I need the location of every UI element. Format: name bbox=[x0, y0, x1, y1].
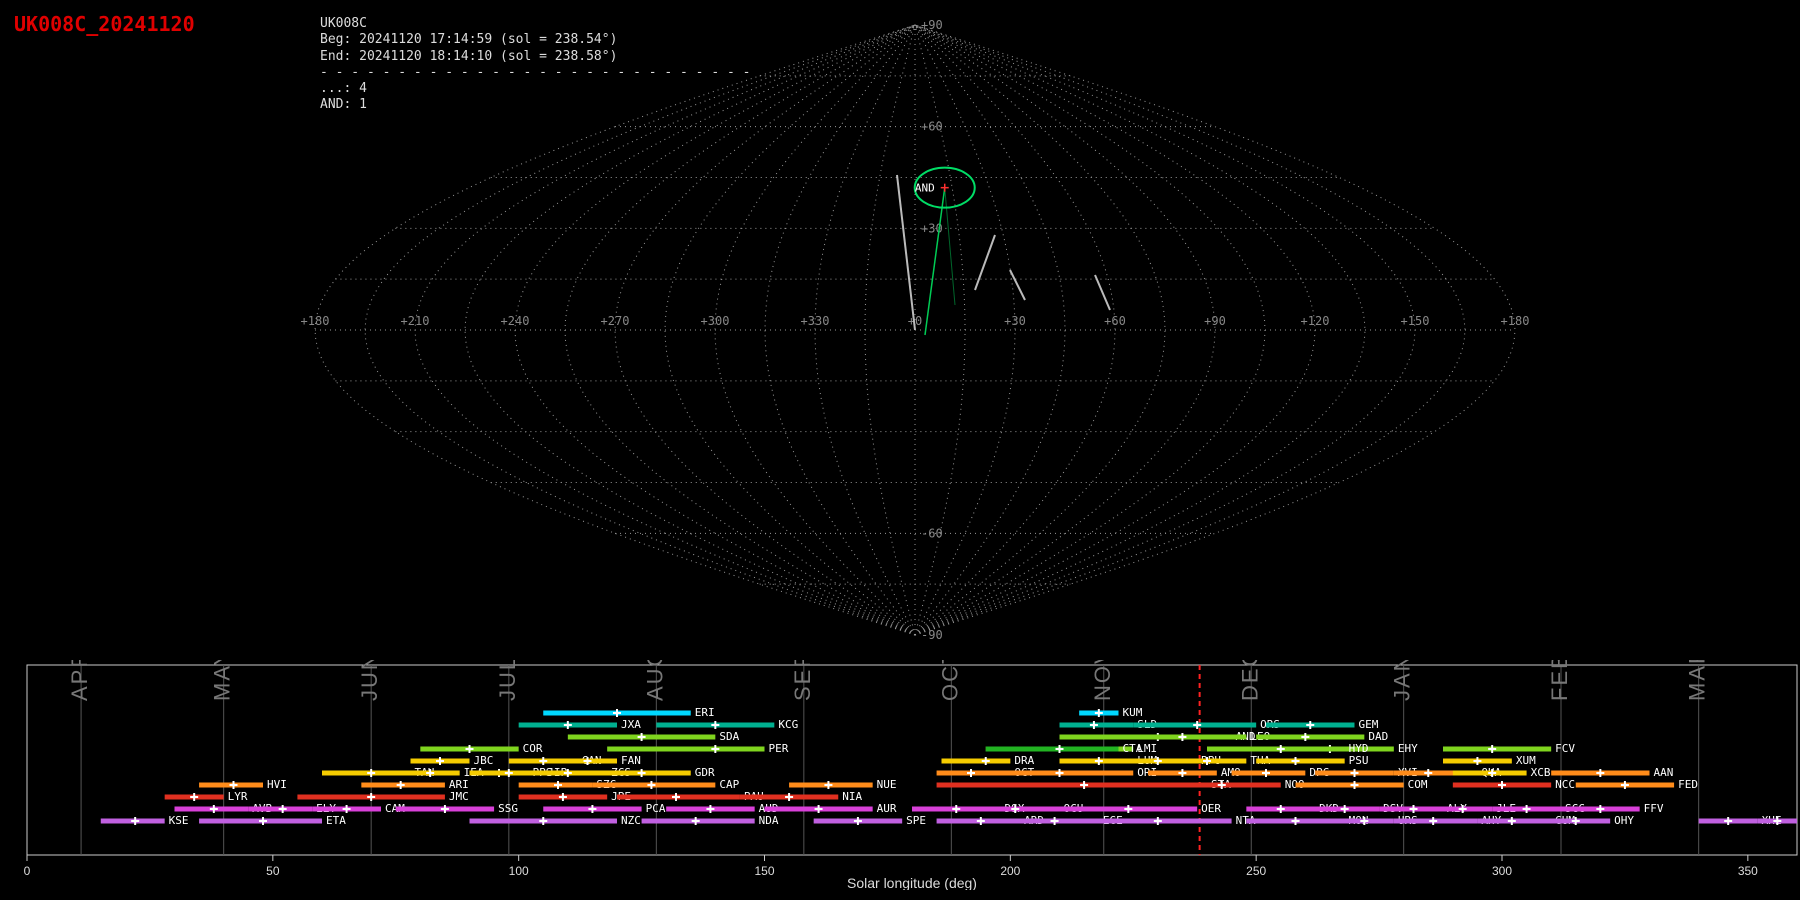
lon-label: +300 bbox=[701, 314, 730, 328]
meteor-track bbox=[975, 235, 995, 290]
month-label: OCT bbox=[937, 660, 962, 701]
shower-label: XCB bbox=[1531, 766, 1551, 779]
month-label: FEB bbox=[1547, 660, 1572, 701]
shower-label: ERI bbox=[695, 706, 715, 719]
x-axis-label: Solar longitude (deg) bbox=[847, 875, 977, 890]
shower-label: COM bbox=[1408, 778, 1428, 791]
month-label: DEC bbox=[1237, 660, 1262, 701]
sky-projection-plot: +180+150+120+90+60+30+0+330+300+270+240+… bbox=[290, 10, 1540, 650]
lon-label: +180 bbox=[1501, 314, 1530, 328]
month-label: JUN bbox=[357, 660, 382, 701]
shower-label: JMC bbox=[449, 790, 469, 803]
shower-label: FCV bbox=[1555, 742, 1575, 755]
shower-label: NCC bbox=[1555, 778, 1575, 791]
radiant-line bbox=[945, 188, 955, 305]
shower-label: CAP bbox=[719, 778, 739, 791]
lon-label: +90 bbox=[1204, 314, 1226, 328]
lon-label: +180 bbox=[301, 314, 330, 328]
meteor-track bbox=[897, 175, 915, 330]
shower-label: JXA bbox=[621, 718, 641, 731]
shower-label: KSE bbox=[169, 814, 189, 827]
shower-label: PSU bbox=[1349, 754, 1369, 767]
month-label: JUL bbox=[495, 660, 520, 701]
month-label: APR bbox=[67, 660, 92, 701]
meteor-track bbox=[1010, 270, 1025, 300]
shower-label: OHY bbox=[1614, 814, 1634, 827]
shower-label: PCA bbox=[646, 802, 666, 815]
shower-label: LYR bbox=[228, 790, 248, 803]
shower-label: NZC bbox=[621, 814, 641, 827]
shower-label: FED bbox=[1678, 778, 1698, 791]
shower-label: OER bbox=[1201, 802, 1221, 815]
shower-label: NDA bbox=[759, 814, 779, 827]
lon-label: +60 bbox=[1104, 314, 1126, 328]
lon-label: +240 bbox=[501, 314, 530, 328]
x-tick-label: 50 bbox=[266, 864, 280, 878]
shower-label: SDA bbox=[719, 730, 739, 743]
x-tick-label: 300 bbox=[1492, 864, 1512, 878]
shower-label: NIA bbox=[842, 790, 862, 803]
lat-label: -60 bbox=[921, 526, 943, 540]
radiant-line bbox=[925, 188, 945, 335]
shower-label: COR bbox=[523, 742, 543, 755]
x-tick-label: 0 bbox=[24, 864, 31, 878]
lon-label: +270 bbox=[601, 314, 630, 328]
shower-label: AAN bbox=[1654, 766, 1674, 779]
month-label: NOV bbox=[1090, 660, 1115, 701]
month-label: JAN bbox=[1390, 660, 1415, 701]
lon-label: +150 bbox=[1401, 314, 1430, 328]
shower-label: HVI bbox=[267, 778, 287, 791]
lon-label: +30 bbox=[1004, 314, 1026, 328]
lon-label: +210 bbox=[401, 314, 430, 328]
shower-label: AUR bbox=[877, 802, 897, 815]
lon-label: +330 bbox=[801, 314, 830, 328]
shower-label: SSG bbox=[498, 802, 518, 815]
shower-label: FFV bbox=[1644, 802, 1664, 815]
shower-label: PER bbox=[769, 742, 789, 755]
radiant-label: AND bbox=[915, 182, 935, 195]
lat-label: -90 bbox=[921, 628, 943, 642]
x-tick-label: 350 bbox=[1738, 864, 1758, 878]
shower-label: KCG bbox=[778, 718, 798, 731]
shower-label: ETA bbox=[326, 814, 346, 827]
x-tick-label: 100 bbox=[509, 864, 529, 878]
shower-label: EHY bbox=[1398, 742, 1418, 755]
x-tick-label: 150 bbox=[754, 864, 774, 878]
month-label: SEP bbox=[790, 660, 815, 701]
shower-label: NUE bbox=[877, 778, 897, 791]
shower-label: GDR bbox=[695, 766, 715, 779]
shower-timeline-panel: APR MAY JUN JUL AUG SEP OCT NOV DEC JAN FEB MAR ERI K… bbox=[12, 660, 1800, 890]
lon-label: +120 bbox=[1301, 314, 1330, 328]
month-label: AUG bbox=[642, 660, 667, 701]
month-label: MAR bbox=[1685, 660, 1710, 701]
x-tick-label: 200 bbox=[1000, 864, 1020, 878]
x-tick-label: 250 bbox=[1246, 864, 1266, 878]
page-title: UK008C_20241120 bbox=[14, 12, 195, 36]
shower-timeline-chart: APR MAY JUN JUL AUG SEP OCT NOV DEC JAN FEB MAR ERI K… bbox=[12, 660, 1800, 890]
shower-label: SPE bbox=[906, 814, 926, 827]
month-label: MAY bbox=[210, 660, 235, 701]
lat-label: +90 bbox=[921, 18, 943, 32]
lat-label: +60 bbox=[921, 120, 943, 134]
shower-label: DAD bbox=[1368, 730, 1388, 743]
meteor-track bbox=[1095, 275, 1110, 310]
